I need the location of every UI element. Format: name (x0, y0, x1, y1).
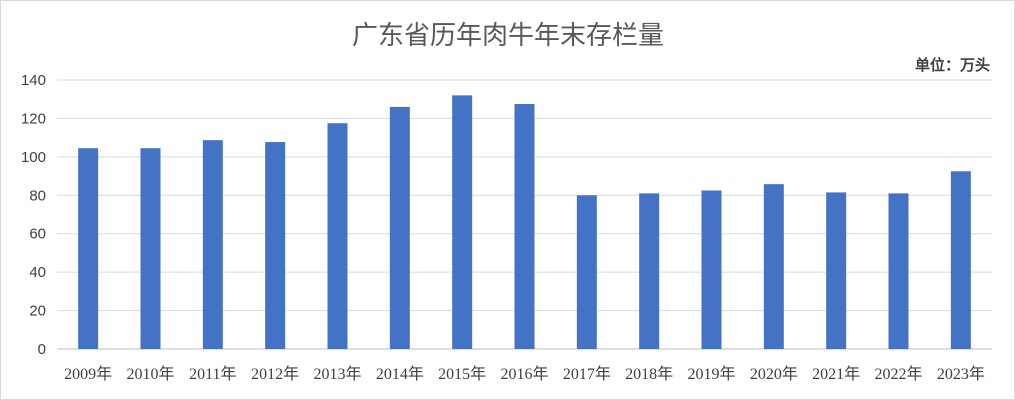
x-tick-label: 2012年 (251, 365, 299, 383)
x-tick-label: 2010年 (126, 365, 174, 383)
x-axis-ticks: 2009年 2010年 2011年 2012年 2013年 2014年 2015年 2016年… (64, 365, 985, 383)
x-tick-label: 2023年 (937, 365, 985, 383)
bar (202, 140, 223, 349)
x-tick-label: 2021年 (812, 365, 860, 383)
x-tick-label: 2017年 (563, 365, 611, 383)
x-tick-label: 2009年 (64, 365, 112, 383)
bar (701, 190, 722, 349)
bar (452, 95, 473, 349)
unit-label: 单位：万头 (915, 56, 990, 74)
bar (763, 184, 784, 349)
y-tick-label: 120 (21, 110, 46, 127)
y-tick-label: 0 (38, 341, 46, 358)
bar (78, 148, 99, 349)
bar (639, 193, 660, 349)
y-tick-label: 140 (21, 72, 46, 89)
bar (327, 123, 348, 349)
x-tick-label: 2015年 (438, 365, 486, 383)
bar (950, 171, 971, 349)
bar (888, 193, 909, 349)
y-tick-label: 60 (29, 226, 46, 243)
x-tick-label: 2016年 (500, 365, 548, 383)
y-axis-ticks: 0 20 40 60 80 100 120 140 (21, 72, 46, 358)
bar (514, 104, 535, 350)
chart-title: 广东省历年肉牛年末存栏量 (352, 21, 664, 51)
x-tick-label: 2013年 (313, 365, 361, 383)
bar (576, 195, 597, 349)
y-tick-label: 100 (21, 149, 46, 166)
y-tick-label: 80 (29, 187, 46, 204)
y-tick-label: 20 (29, 303, 46, 320)
bars (78, 95, 971, 350)
x-tick-label: 2011年 (189, 365, 236, 383)
x-tick-label: 2019年 (687, 365, 735, 383)
x-tick-label: 2020年 (750, 365, 798, 383)
bar (389, 106, 410, 350)
bar (140, 148, 161, 349)
x-tick-label: 2018年 (625, 365, 673, 383)
bar (826, 192, 847, 349)
x-tick-label: 2022年 (874, 365, 922, 383)
y-tick-label: 40 (29, 264, 46, 281)
x-tick-label: 2014年 (376, 365, 424, 383)
bar (265, 142, 286, 349)
